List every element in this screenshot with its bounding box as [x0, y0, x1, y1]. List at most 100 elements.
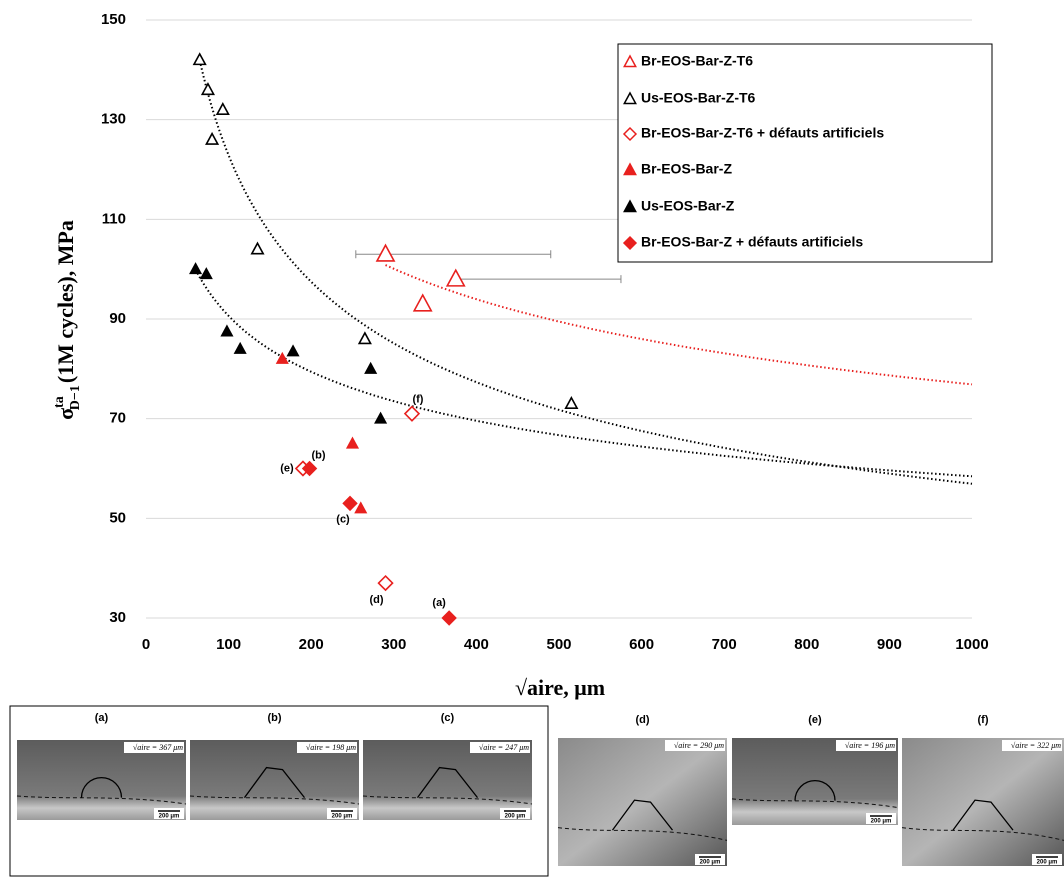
micrograph: [558, 738, 727, 866]
micrograph: [363, 740, 532, 820]
y-tick-label: 90: [109, 310, 126, 327]
boundary: [362, 795, 533, 805]
trendline: [194, 269, 973, 478]
legend-marker: [623, 54, 637, 68]
legend-marker: [623, 199, 637, 213]
sqrt-area-box: [665, 740, 725, 751]
legend-box: [617, 43, 993, 263]
boundary: [557, 827, 728, 841]
panel-title: (d): [635, 714, 649, 726]
marker: [286, 344, 300, 357]
defect-outline: [416, 766, 479, 799]
defect-outline: [80, 777, 123, 798]
sqrt-area-label: √aire = 290 μm: [674, 741, 724, 750]
panel-title: (b): [267, 712, 281, 724]
panel-title: (e): [808, 714, 822, 726]
y-label-sup: ta: [52, 396, 67, 408]
sqrt-area-label: √aire = 367 μm: [133, 743, 183, 752]
point-label: (c): [336, 513, 350, 525]
sqrt-area-box: [297, 742, 357, 753]
marker: [275, 351, 289, 364]
panel-title: (a): [95, 712, 109, 724]
marker: [374, 411, 388, 424]
sqrt-area-label: √aire = 247 μm: [479, 743, 529, 752]
scale-box: [500, 808, 530, 819]
legend-marker: [622, 126, 638, 142]
marker: [200, 82, 215, 96]
scale-label: 200 μm: [332, 814, 353, 820]
panels: (a) √aire = 367 μm 200 μm (b) √aire = 198 μm…: [16, 712, 1064, 866]
panel-group-box: [9, 705, 549, 877]
x-tick-label: 1000: [955, 636, 988, 653]
boundary: [901, 827, 1064, 841]
marker: [445, 268, 466, 287]
marker: [403, 405, 421, 422]
legend-label: Us-EOS-Bar-Z-T6: [641, 90, 756, 106]
x-tick-label: 900: [877, 636, 902, 653]
y-tick-label: 30: [109, 609, 126, 626]
x-tick-label: 300: [381, 636, 406, 653]
y-tick-label: 130: [101, 111, 126, 128]
scale-box: [327, 808, 357, 819]
scale-label: 200 μm: [871, 819, 892, 825]
x-tick-label: 200: [299, 636, 324, 653]
defect-outline: [611, 799, 674, 831]
marker: [233, 341, 247, 354]
sqrt-area-label: √aire = 196 μm: [845, 741, 895, 750]
micrograph: [902, 738, 1064, 866]
y-label-text: (1M cycles), MPa: [53, 220, 78, 383]
legend-label: Br-EOS-Bar-Z-T6: [641, 53, 753, 69]
scale-box: [1032, 854, 1062, 865]
plot: 30 50 70 90 110 130 150 0 100 200 300 400 500 600 700 8…: [101, 11, 993, 653]
trendline: [385, 264, 973, 386]
marker: [412, 293, 433, 312]
marker: [354, 501, 368, 514]
micrograph: [17, 740, 186, 820]
marker: [375, 243, 396, 262]
legend-label: Br-EOS-Bar-Z-T6 + défauts artificiels: [641, 125, 884, 141]
boundary: [731, 798, 899, 809]
defect-outline: [243, 766, 306, 799]
panel-title: (f): [978, 714, 989, 726]
marker: [441, 610, 457, 626]
boundary: [16, 795, 187, 805]
micrograph: [190, 740, 359, 820]
x-tick-label: 800: [794, 636, 819, 653]
y-tick-label: 150: [101, 11, 126, 28]
scale-label: 200 μm: [159, 814, 180, 820]
marker: [342, 495, 358, 512]
marker: [364, 361, 378, 374]
legend-label: Br-EOS-Bar-Z + défauts artificiels: [641, 234, 863, 250]
x-tick-label: 0: [142, 636, 150, 653]
marker: [345, 436, 360, 449]
marker: [205, 131, 220, 145]
legend-label: Us-EOS-Bar-Z: [641, 198, 735, 214]
marker: [220, 324, 234, 337]
y-tick-label: 110: [102, 210, 126, 227]
legend: Br-EOS-Bar-Z-T6 Us-EOS-Bar-Z-T6 Br-EOS-Bar…: [617, 43, 993, 263]
marker: [215, 102, 230, 115]
sqrt-area-box: [470, 742, 530, 753]
defect-outline: [952, 799, 1014, 831]
marker: [301, 460, 318, 477]
point-label: (a): [432, 597, 446, 609]
marker: [189, 262, 203, 275]
legend-marker: [623, 91, 637, 105]
y-tick-label: 50: [109, 509, 126, 526]
point-label: (b): [312, 449, 326, 461]
marker: [250, 241, 265, 255]
marker: [357, 331, 372, 345]
scale-label: 200 μm: [1037, 860, 1058, 866]
scale-box: [154, 808, 184, 819]
marker: [377, 574, 394, 592]
point-label: (f): [412, 394, 423, 406]
y-axis-label: σtaD−1 (1M cycles), MPa: [52, 220, 83, 420]
point-label: (d): [370, 594, 384, 606]
y-tick-label: 70: [109, 410, 126, 427]
x-axis-label: √aire, μm: [515, 675, 605, 700]
sqrt-area-label: √aire = 198 μm: [306, 743, 356, 752]
point-label: (e): [280, 462, 294, 474]
legend-label: Br-EOS-Bar-Z: [641, 161, 732, 177]
scale-label: 200 μm: [505, 814, 526, 820]
